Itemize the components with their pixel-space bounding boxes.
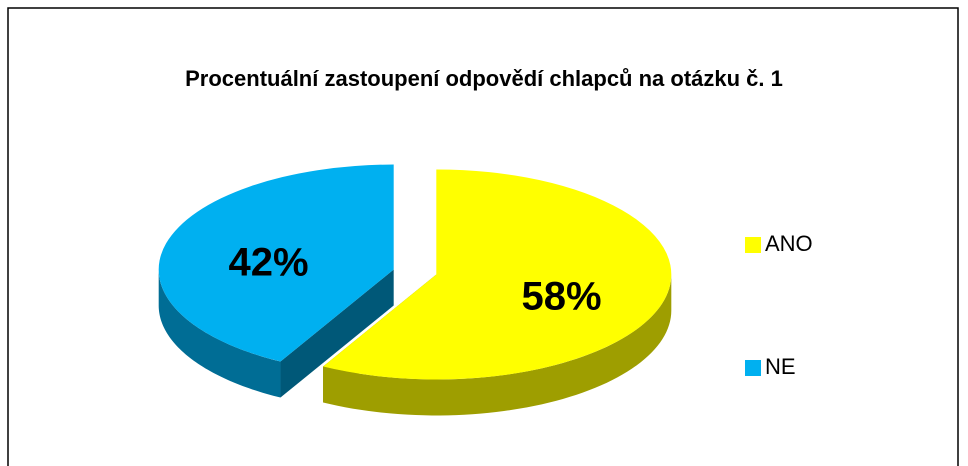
data-label: 42%: [228, 241, 308, 285]
slice-cut-face: [280, 269, 394, 398]
chart-title: Procentuální zastoupení odpovědí chlapců…: [185, 66, 783, 91]
legend-swatch: [745, 237, 761, 253]
pie-slice: [158, 164, 394, 362]
slice-side: [158, 269, 281, 398]
legend-label: ANO: [765, 231, 813, 256]
pie-slice: [323, 169, 672, 380]
data-label: 58%: [521, 274, 601, 318]
legend-swatch: [745, 360, 761, 376]
legend-label: NE: [765, 354, 796, 379]
slice-side: [323, 274, 672, 416]
